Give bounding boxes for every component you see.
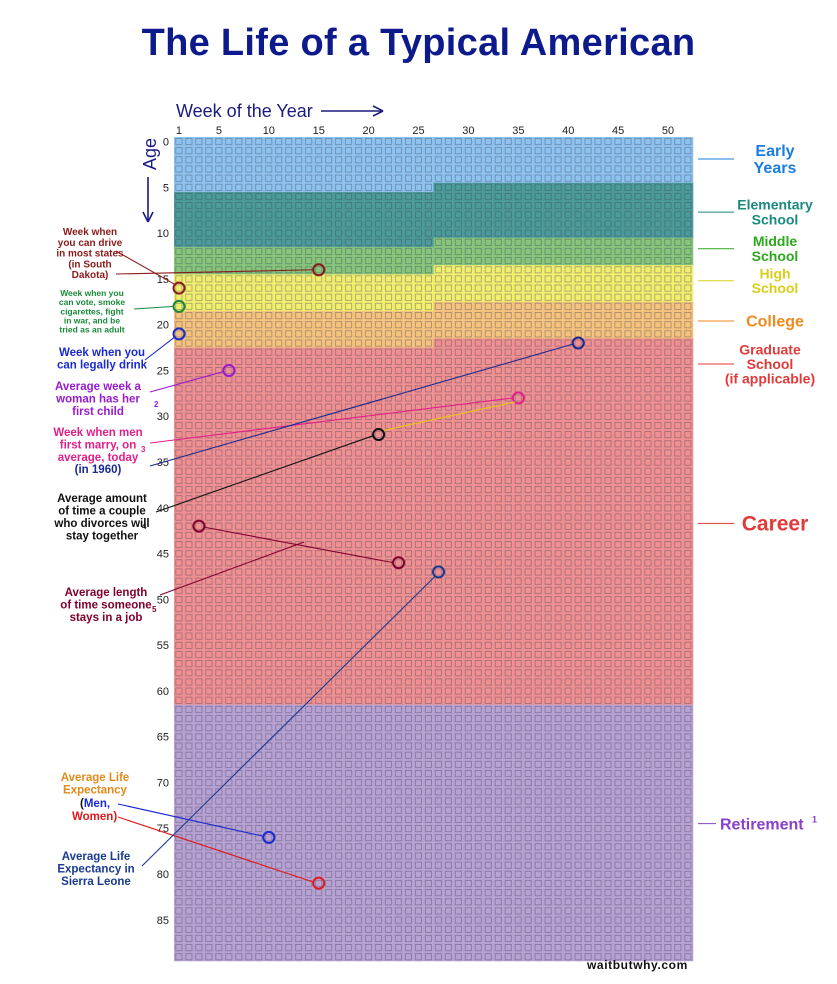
y-tick-label: 70 (157, 777, 169, 789)
x-tick-label: 40 (562, 125, 574, 137)
x-tick-label: 50 (662, 125, 674, 137)
x-tick-label: 20 (363, 125, 375, 137)
footnote-4: 4 (142, 522, 147, 531)
phase-label-elementary: Elementary School (737, 197, 813, 228)
phase-label-middle: Middle School (752, 233, 799, 264)
leader-drink (144, 336, 176, 361)
x-tick-label: 15 (313, 125, 325, 137)
annotation-sierra: Average Life Expectancy in Sierra Leone (57, 851, 134, 888)
y-tick-label: 60 (157, 686, 169, 698)
marker-marry-today (511, 391, 525, 405)
x-tick-label: 25 (412, 125, 424, 137)
phase-label-career: Career (742, 513, 809, 536)
y-tick-label: 0 (163, 137, 169, 149)
marker-job-end (392, 556, 406, 570)
footnote-5: 5 (152, 605, 157, 614)
leader-job-span (203, 526, 394, 564)
x-tick-label: 1 (176, 125, 182, 137)
credit: waitbutwhy.com (587, 958, 688, 972)
phase-label-college: College (746, 314, 804, 331)
y-tick-label: 5 (163, 182, 169, 194)
leader-job (159, 541, 305, 596)
x-tick-label: 45 (612, 125, 624, 137)
leader-sierra-leone (141, 575, 436, 867)
y-tick-label: 50 (157, 594, 169, 606)
annotation-life-women: Women) (72, 811, 117, 823)
marker-drive-south-dakota (312, 263, 326, 277)
y-tick-label: 75 (157, 823, 169, 835)
marker-sierra-leone (431, 565, 445, 579)
x-axis-arrowhead (372, 105, 384, 117)
x-axis-label: Week of the Year (176, 101, 313, 121)
y-tick-label: 80 (157, 869, 169, 881)
phase-label-high: High School (752, 265, 799, 296)
annotation-vote: Week when you can vote, smoke cigarettes, … (59, 288, 125, 335)
x-tick-label: 5 (216, 125, 222, 137)
leader-drive (115, 269, 314, 275)
annotation-drink: Week when you can legally drink (57, 347, 148, 371)
marker-vote (172, 299, 186, 313)
y-tick-label: 40 (157, 503, 169, 515)
footnote-1: 1 (812, 815, 817, 825)
leader-child (149, 370, 225, 393)
leader-divorce-span (382, 401, 516, 432)
marker-first-child (222, 363, 236, 377)
annotation-life-men: (Men, (80, 798, 110, 810)
y-tick-label: 65 (157, 732, 169, 744)
marker-life-women (312, 876, 326, 890)
annotation-drive: Week when you can drive in most states (in … (56, 227, 124, 281)
y-tick-label: 25 (157, 365, 169, 377)
phase-label-grad: Graduate School (if applicable) (725, 341, 815, 386)
annotation-divorce: Average amount of time a couple who divorc… (53, 493, 149, 542)
footnote-3: 3 (141, 445, 146, 454)
annotation-child: Average week a woman has her first child (55, 381, 141, 418)
leader-vote (133, 305, 175, 310)
marker-life-men (262, 830, 276, 844)
leader-marry-1960 (149, 343, 574, 467)
y-tick-label: 85 (157, 915, 169, 927)
x-tick-label: 10 (263, 125, 275, 137)
marker-job-start (192, 519, 206, 533)
phase-labels: Early Years Elementary School Middle SchoolHi… (698, 143, 817, 834)
annotations: Week when you can drive in most states (in … (53, 227, 585, 890)
axes: 1 5 10 15 20 25 30 35 40 45 5005101520253035404550… (140, 101, 674, 927)
marker-marry-1960 (571, 336, 585, 350)
phase-label-retirement: Retirement (720, 817, 804, 834)
leader-life-men (117, 803, 264, 837)
y-axis-label: Age (140, 138, 160, 170)
grid-overlay (174, 137, 693, 961)
annotation-marry_1960: (in 1960) (75, 464, 122, 476)
annotation-life-expectancy: Average Life Expectancy (61, 772, 130, 797)
footnote-2: 2 (154, 400, 159, 409)
annotation-job: Average length of time someone stays in a … (60, 587, 151, 624)
marker-drink (172, 327, 186, 341)
y-tick-label: 20 (157, 320, 169, 332)
x-tick-label: 30 (462, 125, 474, 137)
annotation-marry_today: Week when men first marry, on average, tod… (53, 427, 142, 464)
leader-marry-today (149, 397, 514, 444)
leader-life-women (117, 816, 314, 883)
chart-title: The Life of a Typical American (141, 22, 696, 64)
y-tick-label: 10 (157, 228, 169, 240)
y-tick-label: 15 (157, 274, 169, 286)
marker-drive-most-states (172, 281, 186, 295)
x-tick-label: 35 (512, 125, 524, 137)
y-tick-label: 30 (157, 411, 169, 423)
y-tick-label: 55 (157, 640, 169, 652)
leader-drive-2 (115, 250, 177, 286)
phase-label-early: Early Years (754, 143, 797, 177)
y-tick-label: 35 (157, 457, 169, 469)
y-axis-arrowhead (142, 211, 154, 223)
leader-divorce (155, 435, 374, 513)
y-tick-label: 45 (157, 549, 169, 561)
marker-divorce (372, 428, 386, 442)
